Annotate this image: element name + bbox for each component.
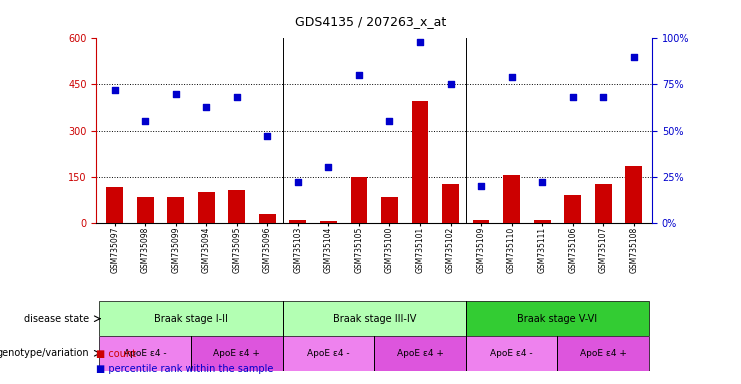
- Bar: [282, 301, 466, 336]
- Point: [414, 39, 426, 45]
- Text: ApoE ε4 +: ApoE ε4 +: [213, 349, 260, 358]
- Bar: [557, 336, 649, 371]
- Text: disease state: disease state: [24, 314, 89, 324]
- Text: Braak stage III-IV: Braak stage III-IV: [333, 314, 416, 324]
- Point: [597, 94, 609, 101]
- Point: [322, 164, 334, 170]
- Bar: [442, 184, 459, 223]
- Bar: [595, 184, 611, 223]
- Bar: [350, 177, 368, 223]
- Bar: [320, 221, 337, 223]
- Bar: [473, 220, 490, 223]
- Text: genotype/variation: genotype/variation: [0, 348, 89, 358]
- Point: [353, 72, 365, 78]
- Point: [109, 87, 121, 93]
- Point: [628, 54, 639, 60]
- Bar: [503, 175, 520, 223]
- Point: [170, 91, 182, 97]
- Text: ■ percentile rank within the sample: ■ percentile rank within the sample: [96, 364, 273, 374]
- Point: [200, 104, 212, 110]
- Bar: [565, 195, 581, 223]
- Point: [262, 133, 273, 139]
- Bar: [290, 220, 306, 223]
- Bar: [466, 336, 557, 371]
- Bar: [411, 101, 428, 223]
- Point: [139, 118, 151, 124]
- Point: [536, 179, 548, 185]
- Point: [384, 118, 396, 124]
- Bar: [259, 214, 276, 223]
- Text: Braak stage V-VI: Braak stage V-VI: [517, 314, 597, 324]
- Bar: [198, 192, 215, 223]
- Bar: [191, 336, 282, 371]
- Bar: [625, 166, 642, 223]
- Point: [567, 94, 579, 101]
- Bar: [374, 336, 466, 371]
- Bar: [228, 190, 245, 223]
- Text: ApoE ε4 +: ApoE ε4 +: [579, 349, 627, 358]
- Bar: [99, 301, 282, 336]
- Text: ■ count: ■ count: [96, 349, 136, 359]
- Bar: [381, 197, 398, 223]
- Text: ApoE ε4 +: ApoE ε4 +: [396, 349, 443, 358]
- Bar: [106, 187, 123, 223]
- Bar: [282, 336, 374, 371]
- Bar: [137, 197, 153, 223]
- Point: [445, 81, 456, 88]
- Text: ApoE ε4 -: ApoE ε4 -: [491, 349, 533, 358]
- Point: [475, 183, 487, 189]
- Text: ApoE ε4 -: ApoE ε4 -: [307, 349, 350, 358]
- Point: [505, 74, 517, 80]
- Point: [231, 94, 243, 101]
- Bar: [534, 220, 551, 223]
- Bar: [167, 197, 184, 223]
- Bar: [466, 301, 649, 336]
- Bar: [99, 336, 191, 371]
- Text: GDS4135 / 207263_x_at: GDS4135 / 207263_x_at: [295, 15, 446, 28]
- Text: ApoE ε4 -: ApoE ε4 -: [124, 349, 167, 358]
- Point: [292, 179, 304, 185]
- Text: Braak stage I-II: Braak stage I-II: [154, 314, 228, 324]
